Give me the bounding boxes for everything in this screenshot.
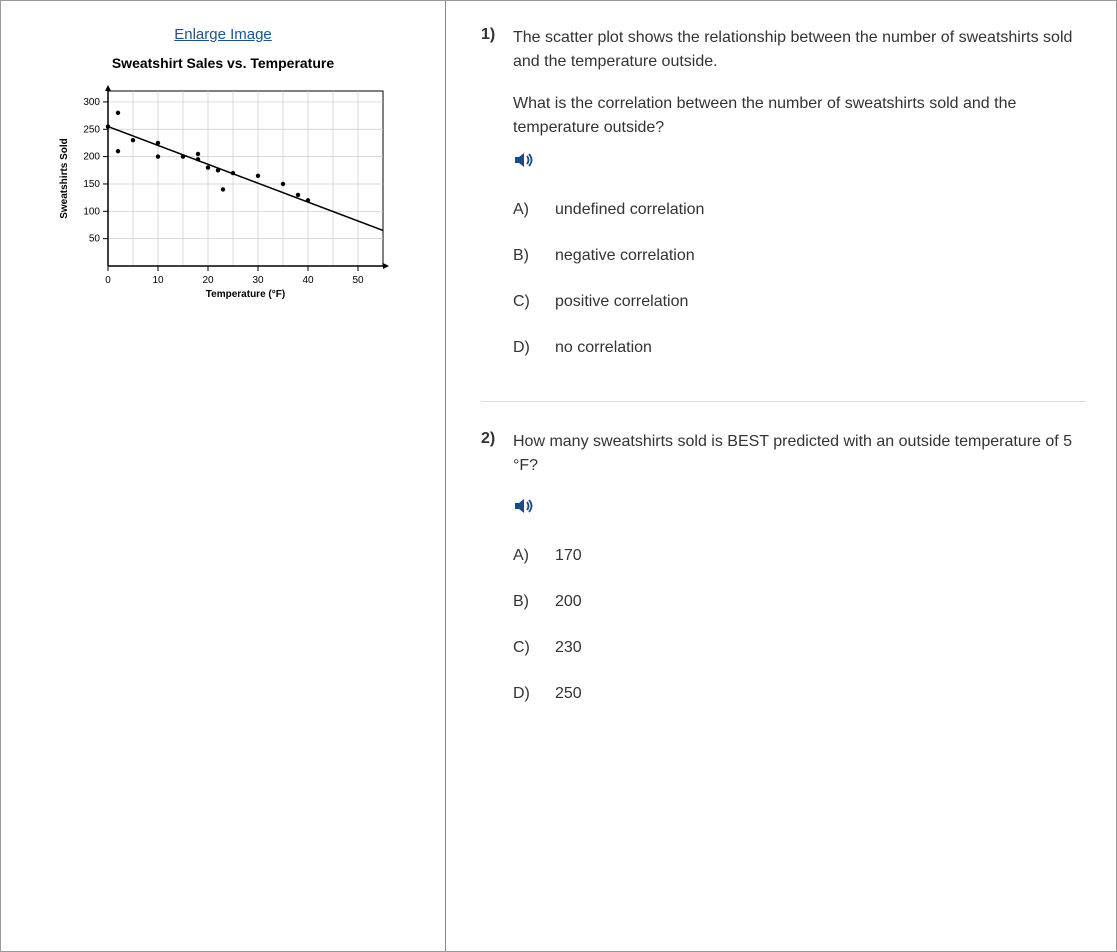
question-2: 2) How many sweatshirts sold is BEST pre… xyxy=(481,430,1086,717)
audio-icon[interactable] xyxy=(513,496,537,521)
svg-text:20: 20 xyxy=(202,275,214,286)
choice-d[interactable]: D) no correlation xyxy=(513,325,1086,371)
question-intro-text: The scatter plot shows the relationship … xyxy=(513,26,1086,74)
choice-b[interactable]: B) negative correlation xyxy=(513,233,1086,279)
choice-letter: C) xyxy=(513,639,537,657)
choice-text: positive correlation xyxy=(555,293,688,311)
choice-letter: A) xyxy=(513,547,537,565)
svg-text:50: 50 xyxy=(352,275,364,286)
enlarge-image-link[interactable]: Enlarge Image xyxy=(174,26,272,43)
choice-c[interactable]: C) positive correlation xyxy=(513,279,1086,325)
choice-letter: A) xyxy=(513,201,537,219)
right-panel: 1) The scatter plot shows the relationsh… xyxy=(446,1,1116,951)
question-prompt: What is the correlation between the numb… xyxy=(513,92,1086,140)
svg-text:150: 150 xyxy=(83,179,100,190)
left-panel: Enlarge Image Sweatshirt Sales vs. Tempe… xyxy=(1,1,446,951)
choice-c[interactable]: C) 230 xyxy=(513,625,1086,671)
choice-a[interactable]: A) 170 xyxy=(513,533,1086,579)
svg-text:Temperature (°F): Temperature (°F) xyxy=(206,289,285,300)
question-1: 1) The scatter plot shows the relationsh… xyxy=(481,26,1086,371)
choice-text: 170 xyxy=(555,547,582,565)
svg-text:50: 50 xyxy=(89,234,101,245)
audio-icon[interactable] xyxy=(513,150,537,175)
choice-letter: B) xyxy=(513,593,537,611)
choice-text: 200 xyxy=(555,593,582,611)
choice-b[interactable]: B) 200 xyxy=(513,579,1086,625)
svg-text:40: 40 xyxy=(302,275,314,286)
choice-a[interactable]: A) undefined correlation xyxy=(513,187,1086,233)
svg-text:Sweatshirts Sold: Sweatshirts Sold xyxy=(59,138,70,219)
question-divider xyxy=(481,401,1086,402)
choice-text: 250 xyxy=(555,685,582,703)
chart-title: Sweatshirt Sales vs. Temperature xyxy=(21,55,425,71)
choice-text: no correlation xyxy=(555,339,652,357)
choice-letter: B) xyxy=(513,247,537,265)
choice-letter: D) xyxy=(513,339,537,357)
svg-text:10: 10 xyxy=(152,275,164,286)
svg-text:30: 30 xyxy=(252,275,264,286)
svg-text:100: 100 xyxy=(83,206,100,217)
scatter-chart: 0 10 20 30 40 50 50 100 150 200 250 300 Temperature … xyxy=(53,81,393,316)
svg-text:200: 200 xyxy=(83,152,100,163)
question-intro-text: How many sweatshirts sold is BEST predic… xyxy=(513,430,1086,478)
choice-list: A) 170 B) 200 C) 230 D) 250 xyxy=(513,533,1086,717)
choice-list: A) undefined correlation B) negative cor… xyxy=(513,187,1086,371)
question-number: 2) xyxy=(481,430,501,448)
choice-letter: C) xyxy=(513,293,537,311)
svg-text:250: 250 xyxy=(83,124,100,135)
choice-text: 230 xyxy=(555,639,582,657)
svg-text:0: 0 xyxy=(105,275,111,286)
choice-letter: D) xyxy=(513,685,537,703)
question-number: 1) xyxy=(481,26,501,44)
choice-text: undefined correlation xyxy=(555,201,704,219)
choice-d[interactable]: D) 250 xyxy=(513,671,1086,717)
svg-text:300: 300 xyxy=(83,97,100,108)
choice-text: negative correlation xyxy=(555,247,695,265)
